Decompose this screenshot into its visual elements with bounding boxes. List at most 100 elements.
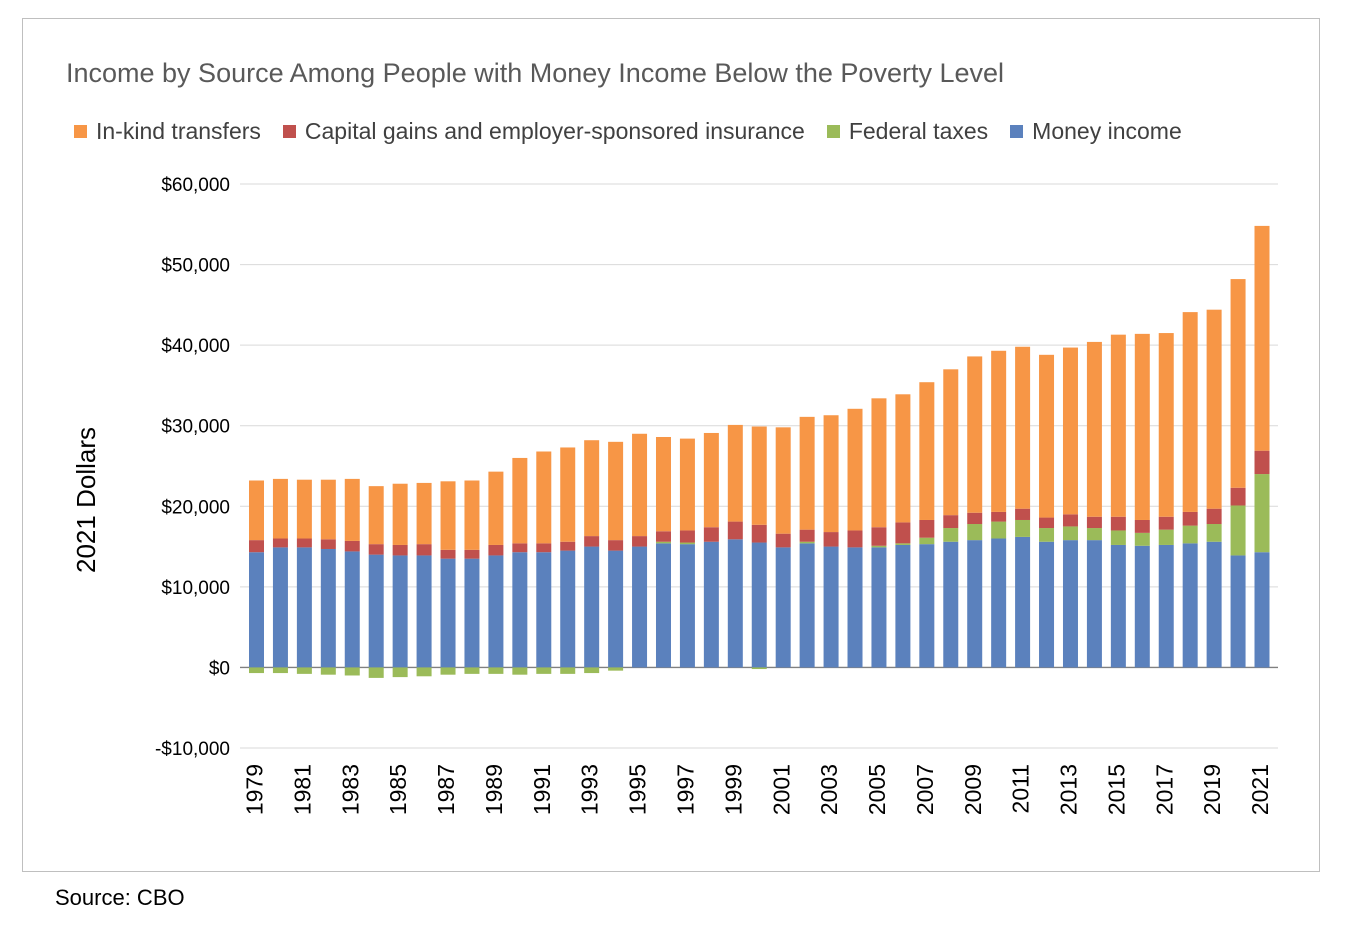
bar-federal-taxes-1980: [272, 667, 288, 674]
bar-money-income-1995: [632, 546, 648, 668]
bars: [249, 225, 1270, 678]
bar-in-kind-transfers-1993: [584, 440, 600, 537]
bar-federal-taxes-2010: [991, 521, 1007, 539]
x-tick-label-2019: 2019: [1199, 764, 1225, 815]
bar-money-income-1982: [320, 548, 336, 668]
bar-money-income-1992: [560, 550, 576, 668]
bar-in-kind-transfers-2017: [1158, 333, 1174, 517]
bar-federal-taxes-1991: [536, 667, 552, 674]
bar-federal-taxes-2000: [751, 667, 767, 670]
x-tick-label-1979: 1979: [242, 764, 268, 815]
bar-capital-gains-and-employer-sponsored-insurance-1982: [320, 539, 336, 549]
bar-federal-taxes-1979: [249, 667, 264, 674]
bar-in-kind-transfers-1989: [488, 471, 504, 545]
bar-money-income-1981: [296, 547, 312, 668]
y-tick-label: $0: [209, 658, 230, 679]
bar-in-kind-transfers-1985: [392, 483, 408, 545]
legend-swatch-federal-taxes: [826, 125, 840, 138]
bar-capital-gains-and-employer-sponsored-insurance-1990: [512, 543, 528, 553]
bar-in-kind-transfers-2014: [1086, 341, 1102, 517]
legend-item-capital-gains: Capital gains and employer-sponsored ins…: [282, 118, 805, 145]
bar-capital-gains-and-employer-sponsored-insurance-2000: [751, 524, 767, 543]
bar-in-kind-transfers-1987: [440, 481, 456, 550]
bar-federal-taxes-2013: [1062, 526, 1078, 541]
y-tick-label: $60,000: [161, 175, 230, 196]
bar-capital-gains-and-employer-sponsored-insurance-2020: [1230, 487, 1246, 506]
bar-in-kind-transfers-1979: [249, 480, 264, 541]
bar-money-income-1983: [344, 551, 360, 668]
bar-in-kind-transfers-1984: [368, 486, 384, 545]
x-tick-label-2001: 2001: [768, 764, 794, 815]
x-tick-label-2009: 2009: [960, 764, 986, 815]
bar-money-income-1994: [608, 550, 624, 668]
bar-capital-gains-and-employer-sponsored-insurance-2008: [943, 515, 959, 529]
source-note: Source: CBO: [55, 885, 185, 910]
bar-federal-taxes-2005: [871, 545, 887, 548]
x-tick-label-2007: 2007: [912, 764, 938, 815]
bar-in-kind-transfers-2001: [775, 427, 791, 534]
bar-money-income-1999: [727, 539, 743, 668]
bar-federal-taxes-1989: [488, 667, 504, 674]
y-tick-label: $40,000: [161, 336, 230, 357]
legend-label-capital-gains: Capital gains and employer-sponsored ins…: [304, 118, 805, 144]
bar-capital-gains-and-employer-sponsored-insurance-1996: [655, 531, 671, 542]
bar-capital-gains-and-employer-sponsored-insurance-2011: [1015, 508, 1031, 520]
bar-in-kind-transfers-2013: [1062, 347, 1078, 515]
bar-money-income-1980: [272, 547, 288, 668]
bar-capital-gains-and-employer-sponsored-insurance-2013: [1062, 514, 1078, 527]
bar-federal-taxes-1981: [296, 667, 312, 674]
chart-legend: In-kind transfers Capital gains and empl…: [74, 118, 1182, 145]
bar-money-income-1979: [249, 552, 264, 668]
bar-money-income-2019: [1206, 541, 1222, 668]
bar-money-income-2000: [751, 542, 767, 668]
bar-money-income-2010: [991, 538, 1007, 668]
bar-capital-gains-and-employer-sponsored-insurance-1997: [679, 530, 695, 543]
bar-capital-gains-and-employer-sponsored-insurance-1992: [560, 541, 576, 551]
x-tick-label-1993: 1993: [577, 764, 603, 815]
bar-capital-gains-and-employer-sponsored-insurance-2012: [1039, 517, 1055, 529]
bar-in-kind-transfers-1988: [464, 480, 480, 550]
bar-federal-taxes-1988: [464, 667, 480, 674]
bar-money-income-2012: [1039, 541, 1055, 668]
bar-in-kind-transfers-1983: [344, 478, 360, 541]
bar-money-income-1991: [536, 552, 552, 668]
bar-money-income-2006: [895, 544, 911, 668]
x-tick-label-1995: 1995: [625, 764, 651, 815]
bar-capital-gains-and-employer-sponsored-insurance-1994: [608, 540, 624, 551]
bar-capital-gains-and-employer-sponsored-insurance-1988: [464, 549, 480, 559]
bar-federal-taxes-2017: [1158, 529, 1174, 545]
legend-item-in-kind-transfers: In-kind transfers: [74, 118, 261, 145]
bar-federal-taxes-1986: [416, 667, 432, 677]
x-tick-label-2011: 2011: [1008, 764, 1034, 813]
bar-capital-gains-and-employer-sponsored-insurance-2021: [1254, 450, 1270, 475]
bar-federal-taxes-2019: [1206, 524, 1222, 542]
legend-item-money-income: Money income: [1010, 118, 1182, 145]
bar-capital-gains-and-employer-sponsored-insurance-1981: [296, 538, 312, 548]
bar-capital-gains-and-employer-sponsored-insurance-1979: [249, 540, 264, 553]
chart-title: Income by Source Among People with Money…: [66, 58, 1004, 88]
bar-capital-gains-and-employer-sponsored-insurance-2004: [847, 530, 863, 548]
legend-label-money-income: Money income: [1032, 118, 1182, 144]
bar-in-kind-transfers-1998: [703, 432, 719, 528]
bar-federal-taxes-2015: [1110, 530, 1126, 545]
bar-federal-taxes-2007: [919, 537, 935, 545]
y-tick-label: $50,000: [161, 256, 230, 277]
bar-capital-gains-and-employer-sponsored-insurance-1985: [392, 544, 408, 556]
bar-federal-taxes-2018: [1182, 525, 1198, 544]
bar-capital-gains-and-employer-sponsored-insurance-2019: [1206, 508, 1222, 525]
y-tick-label: $20,000: [161, 497, 230, 518]
bar-in-kind-transfers-1992: [560, 447, 576, 542]
bar-in-kind-transfers-2020: [1230, 279, 1246, 488]
bar-money-income-2002: [799, 543, 815, 668]
x-tick-label-1999: 1999: [720, 764, 746, 815]
bar-capital-gains-and-employer-sponsored-insurance-1998: [703, 527, 719, 542]
y-axis-label: 2021 Dollars: [71, 427, 101, 573]
bar-in-kind-transfers-1990: [512, 457, 528, 544]
bar-capital-gains-and-employer-sponsored-insurance-2002: [799, 529, 815, 542]
bar-in-kind-transfers-2003: [823, 415, 839, 533]
bar-federal-taxes-2008: [943, 528, 959, 542]
bar-in-kind-transfers-2000: [751, 426, 767, 525]
bar-money-income-2009: [967, 540, 983, 668]
x-tick-label-2021: 2021: [1247, 764, 1273, 815]
